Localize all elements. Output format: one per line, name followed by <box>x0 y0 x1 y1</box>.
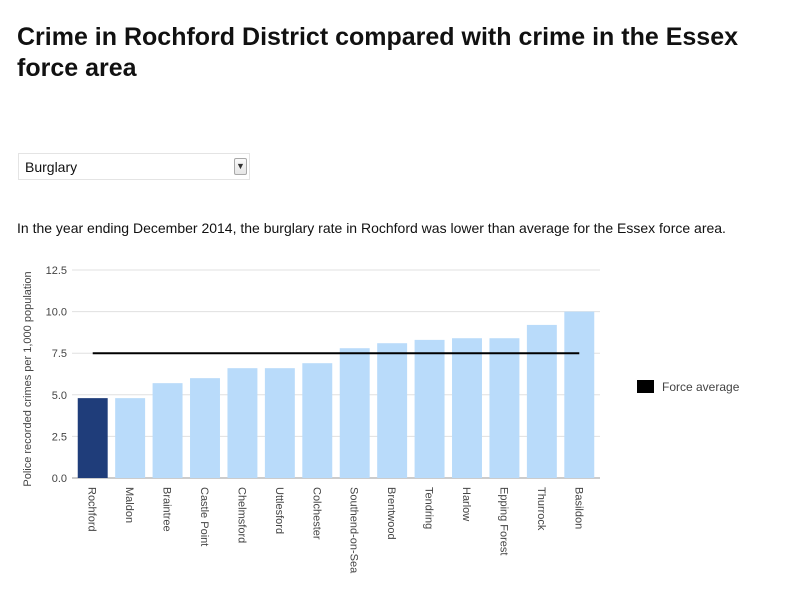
x-tick-label: Chelmsford <box>235 487 247 543</box>
x-tick-label: Castle Point <box>198 487 210 546</box>
x-tick-label: Harlow <box>460 487 472 521</box>
x-tick-label: Colchester <box>310 487 322 540</box>
summary-text: In the year ending December 2014, the bu… <box>17 220 726 236</box>
y-axis-title: Police recorded crimes per 1,000 populat… <box>22 271 34 486</box>
bar-epping-forest[interactable] <box>489 338 520 478</box>
y-tick-label: 0.0 <box>52 473 67 485</box>
x-tick-label: Maldon <box>123 487 135 523</box>
x-tick-label: Tendring <box>423 487 435 529</box>
bar-basildon[interactable] <box>564 311 595 478</box>
y-tick-label: 2.5 <box>52 431 67 443</box>
y-tick-label: 12.5 <box>46 265 67 277</box>
x-tick-label: Brentwood <box>385 487 397 540</box>
x-tick-label: Southend-on-Sea <box>348 487 360 574</box>
bar-colchester[interactable] <box>302 363 333 478</box>
x-tick-label: Basildon <box>572 487 584 529</box>
page-title: Crime in Rochford District compared with… <box>17 23 739 82</box>
bar-thurrock[interactable] <box>526 324 557 478</box>
bar-chelmsford[interactable] <box>227 368 258 478</box>
bar-castle-point[interactable] <box>190 378 220 478</box>
x-tick-label: Epping Forest <box>497 487 509 555</box>
bar-brentwood[interactable] <box>377 343 408 478</box>
bar-tendring[interactable] <box>414 339 445 478</box>
x-tick-label: Rochford <box>86 487 98 532</box>
x-tick-label: Uttlesford <box>273 487 285 534</box>
x-tick-label: Braintree <box>161 487 173 532</box>
legend-label: Force average <box>662 380 740 394</box>
bar-rochford[interactable] <box>77 398 108 478</box>
y-tick-label: 10.0 <box>46 307 67 319</box>
crime-type-select-value: Burglary <box>25 159 78 175</box>
bar-harlow[interactable] <box>452 338 482 478</box>
burglary-rate-chart: 0.0 2.5 5.0 7.5 10.0 12.5 Police recorded crim… <box>22 265 740 574</box>
y-tick-label: 5.0 <box>52 390 67 402</box>
bar-braintree[interactable] <box>152 383 183 478</box>
legend-swatch <box>637 380 654 393</box>
bar-southend-on-sea[interactable] <box>339 348 370 478</box>
bar-uttlesford[interactable] <box>264 368 295 478</box>
chevron-down-icon[interactable]: ▼ <box>234 158 247 175</box>
crime-type-select[interactable]: Burglary ▼ <box>18 153 250 180</box>
bar-maldon[interactable] <box>115 398 146 478</box>
x-tick-label: Thurrock <box>535 487 547 531</box>
y-tick-label: 7.5 <box>52 348 67 360</box>
